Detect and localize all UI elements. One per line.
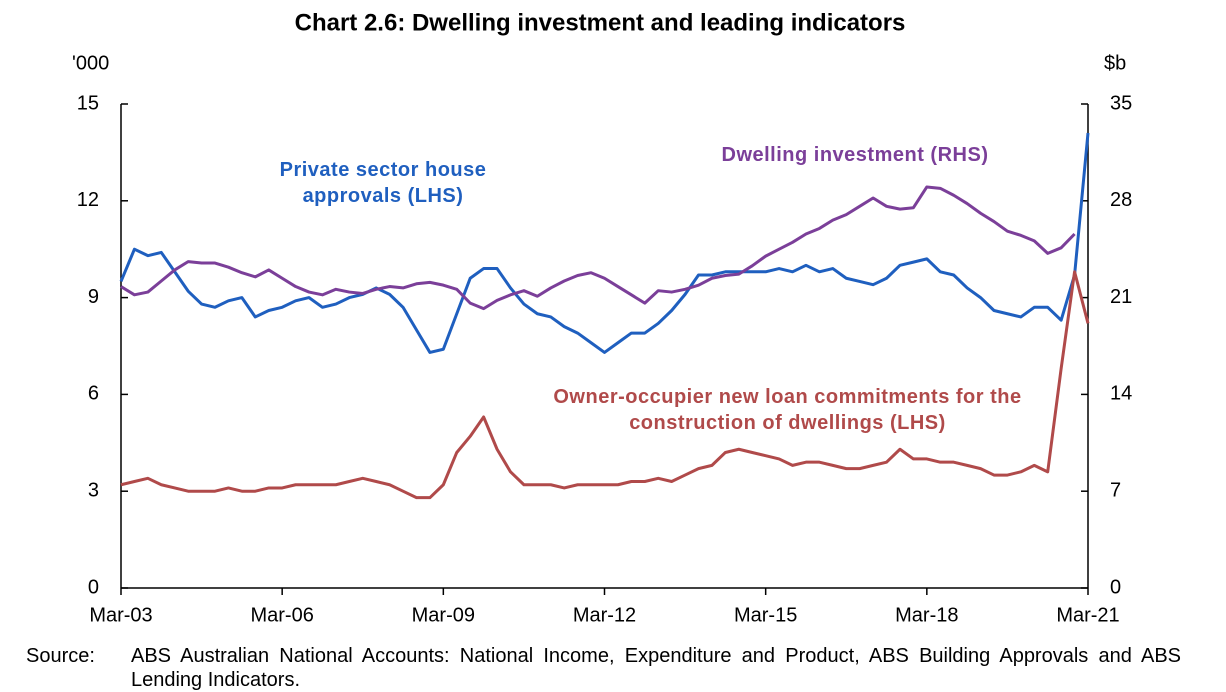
y-tick-label: 9 — [88, 286, 99, 308]
y2-tick-label: 35 — [1110, 92, 1132, 114]
y2-tick-label: 28 — [1110, 189, 1132, 211]
x-tick-label: Mar-06 — [250, 604, 313, 626]
x-tick-label: Mar-09 — [412, 604, 475, 626]
x-tick-label: Mar-12 — [573, 604, 636, 626]
x-tick-label: Mar-18 — [895, 604, 958, 626]
series-label: Dwelling investment (RHS) — [721, 144, 989, 166]
y-tick-label: 15 — [77, 92, 99, 114]
y-axis-title: '000 — [72, 52, 109, 74]
series-label: Private sector house approvals (LHS) — [279, 159, 487, 207]
y-tick-label: 6 — [88, 383, 99, 405]
y2-tick-label: 0 — [1110, 576, 1121, 598]
series-label: Owner-occupier new loan commitments for … — [553, 386, 1022, 434]
x-tick-label: Mar-21 — [1056, 604, 1119, 626]
source-text: ABS Australian National Accounts: Nation… — [131, 645, 1181, 691]
source-label: Source: — [26, 645, 95, 667]
y2-tick-label: 7 — [1110, 479, 1121, 501]
y-tick-label: 3 — [88, 479, 99, 501]
series-line — [120, 270, 1090, 500]
y2-tick-label: 21 — [1110, 286, 1132, 308]
series-line — [119, 132, 1090, 354]
chart-title: Chart 2.6: Dwelling investment and leadi… — [295, 9, 906, 36]
x-tick-label: Mar-15 — [734, 604, 797, 626]
y2-axis-title: $b — [1104, 52, 1126, 74]
series-line — [120, 185, 1076, 311]
x-tick-label: Mar-03 — [89, 604, 152, 626]
y-tick-label: 12 — [77, 189, 99, 211]
y-tick-label: 0 — [88, 576, 99, 598]
y2-tick-label: 14 — [1110, 383, 1132, 405]
